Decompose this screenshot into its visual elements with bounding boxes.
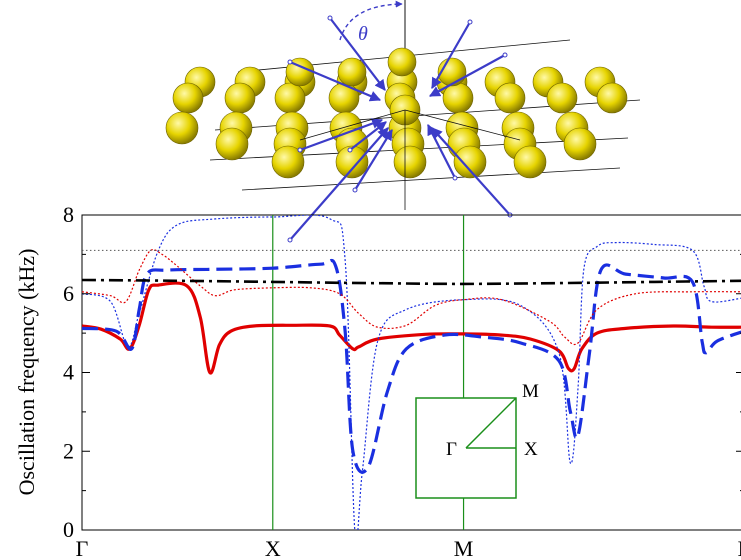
inset-label-x: X <box>524 439 538 460</box>
lattice-illustration: θ <box>165 0 641 243</box>
arrow-origin-dot <box>352 187 358 193</box>
direction-arrow <box>431 127 511 216</box>
lattice-sphere <box>494 82 526 114</box>
series-line-1 <box>82 281 741 375</box>
lattice-sphere <box>172 82 204 114</box>
series-line-4 <box>82 248 741 346</box>
series-line-5 <box>82 278 741 286</box>
arrow-origin-dot <box>287 237 293 243</box>
lattice-sphere <box>271 145 305 179</box>
direction-arrow <box>289 60 382 102</box>
arrow-origin-dot <box>467 19 473 25</box>
x-tick-label: M <box>454 536 474 560</box>
lattice-sphere <box>596 82 628 114</box>
arrow-origin-dot <box>297 147 303 153</box>
lattice-sphere <box>546 82 578 114</box>
y-tick-label: 2 <box>63 438 74 463</box>
y-tick-label: 0 <box>63 517 74 542</box>
x-tick-label: Γ <box>76 536 89 560</box>
series-line-3 <box>82 215 741 530</box>
plot-area: 0 2 4 6 8 Γ X M Γ Oscillation frequency (kHz) <box>14 202 741 560</box>
inset-label-gamma: Γ <box>446 439 457 460</box>
lattice-sphere <box>337 57 367 87</box>
inset-gamma-m-line <box>465 397 517 449</box>
theta-arc <box>339 0 403 41</box>
direction-arrow <box>329 17 386 91</box>
lattice-sphere <box>387 47 417 77</box>
lattice-row-line <box>241 167 621 191</box>
y-axis-title: Oscillation frequency (kHz) <box>14 249 39 496</box>
direction-arrow <box>289 127 389 241</box>
lattice-sphere <box>513 145 547 179</box>
x-axis-ticks: ΓXMΓ <box>76 536 741 560</box>
arrow-origin-dot <box>287 59 293 65</box>
lattice-bond-line <box>404 109 521 141</box>
frequency-curves <box>82 215 741 530</box>
series-line-2 <box>82 258 741 474</box>
lattice-sphere <box>453 145 487 179</box>
y-tick-label: 4 <box>63 360 74 385</box>
direction-arrow <box>349 121 387 151</box>
plot-frame <box>81 214 741 531</box>
x-tick-label: X <box>265 536 281 560</box>
arrow-origin-dot <box>452 175 458 181</box>
lattice-sphere <box>224 82 256 114</box>
direction-arrow <box>427 124 456 179</box>
theta-label: θ <box>358 23 368 45</box>
direction-arrow <box>299 118 384 152</box>
brillouin-zone-inset: Γ X M <box>415 381 539 499</box>
y-tick-label: 6 <box>63 281 74 306</box>
lattice-sphere <box>393 145 427 179</box>
lattice-sphere <box>274 82 306 114</box>
lattice-sphere <box>165 111 199 145</box>
y-axis-ticks: 0 2 4 6 8 <box>63 202 741 542</box>
lattice-sphere <box>335 145 369 179</box>
lattice-bond-line <box>299 109 406 141</box>
direction-arrow <box>431 21 471 89</box>
arrow-origin-dot <box>347 147 353 153</box>
arrow-origin-dot <box>327 15 333 21</box>
arrow-origin-dot <box>502 52 508 58</box>
lattice-sphere <box>215 127 249 161</box>
y-tick-label: 8 <box>63 202 74 227</box>
x-tick-label: Γ <box>738 536 741 560</box>
lattice-sphere <box>328 82 360 114</box>
lattice-sphere <box>563 127 597 161</box>
direction-arrow <box>354 129 393 191</box>
direction-arrow <box>429 54 506 97</box>
inset-label-m: M <box>522 381 539 402</box>
